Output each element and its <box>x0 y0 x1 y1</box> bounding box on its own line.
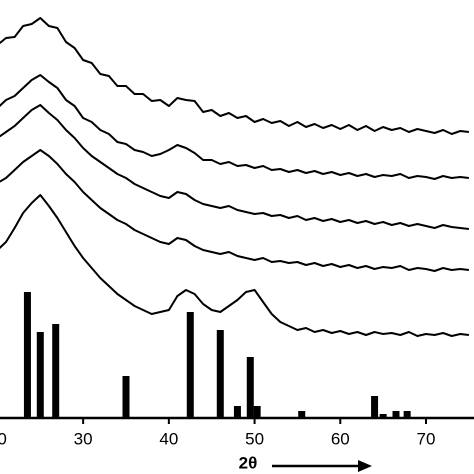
x-tick-label: 40 <box>159 429 178 448</box>
reference-peak <box>379 414 387 418</box>
x-tick-label: 20 <box>0 429 7 448</box>
reference-peak <box>186 312 194 418</box>
xrd-curve <box>0 104 470 230</box>
x-tick-label: 60 <box>331 429 350 448</box>
xrd-curve <box>0 149 470 272</box>
reference-peak <box>23 292 31 418</box>
arrow-head <box>358 460 372 472</box>
reference-peak <box>36 332 44 418</box>
x-tick-label: 50 <box>245 429 264 448</box>
reference-peak <box>371 396 379 418</box>
x-tick-label: 70 <box>417 429 436 448</box>
reference-peak <box>253 406 261 418</box>
reference-peak <box>298 411 306 418</box>
reference-peak <box>216 330 224 418</box>
reference-peak <box>403 411 411 418</box>
reference-peak <box>246 357 254 418</box>
x-axis-label: 2θ <box>239 453 258 472</box>
x-tick-label: 30 <box>74 429 93 448</box>
reference-peak <box>392 411 400 418</box>
xrd-curve <box>0 194 470 337</box>
xrd-curve <box>0 74 470 180</box>
reference-peak <box>233 406 241 418</box>
xrd-curve <box>0 17 470 135</box>
reference-peak <box>52 324 60 418</box>
reference-peak <box>122 376 130 418</box>
